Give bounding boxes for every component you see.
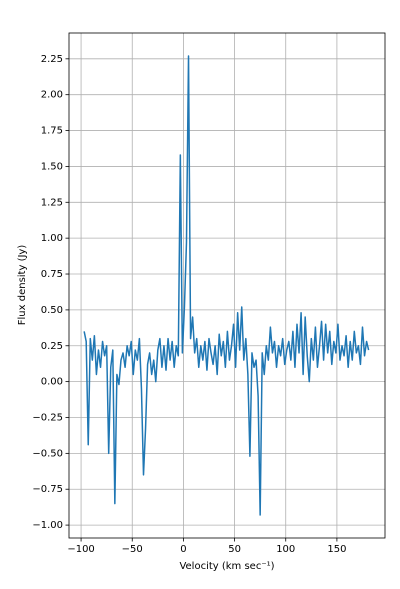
- y-tick-label: −0.25: [32, 412, 63, 423]
- y-tick-label: 2.00: [41, 90, 63, 101]
- y-tick-label: 0.00: [41, 377, 63, 388]
- y-tick-label: 0.75: [41, 269, 63, 280]
- y-tick-label: −0.50: [32, 448, 63, 459]
- line-series: [83, 55, 370, 516]
- grid: [69, 33, 385, 538]
- y-axis-label: Flux density (Jy): [17, 245, 28, 326]
- x-tick-label: 50: [228, 544, 241, 555]
- x-tick-label: 100: [276, 544, 295, 555]
- x-tick-label: −100: [67, 544, 94, 555]
- plot-area: [83, 55, 370, 516]
- y-tick-label: 0.25: [41, 341, 63, 352]
- y-tick-label: 1.75: [41, 126, 63, 137]
- axes-frame: [68, 32, 386, 539]
- y-tick-label: 1.50: [41, 161, 63, 172]
- y-tick-label: 1.25: [41, 197, 63, 208]
- y-tick-label: 1.00: [41, 233, 63, 244]
- y-tick-label: −0.75: [32, 484, 63, 495]
- x-tick-label: −50: [122, 544, 143, 555]
- y-tick-label: 2.25: [41, 54, 63, 65]
- x-axis-label: Velocity (km sec⁻¹): [179, 561, 274, 572]
- x-tick-label: 150: [327, 544, 346, 555]
- y-tick-label: −1.00: [32, 520, 63, 531]
- y-tick-label: 0.50: [41, 305, 63, 316]
- x-tick-label: 0: [180, 544, 186, 555]
